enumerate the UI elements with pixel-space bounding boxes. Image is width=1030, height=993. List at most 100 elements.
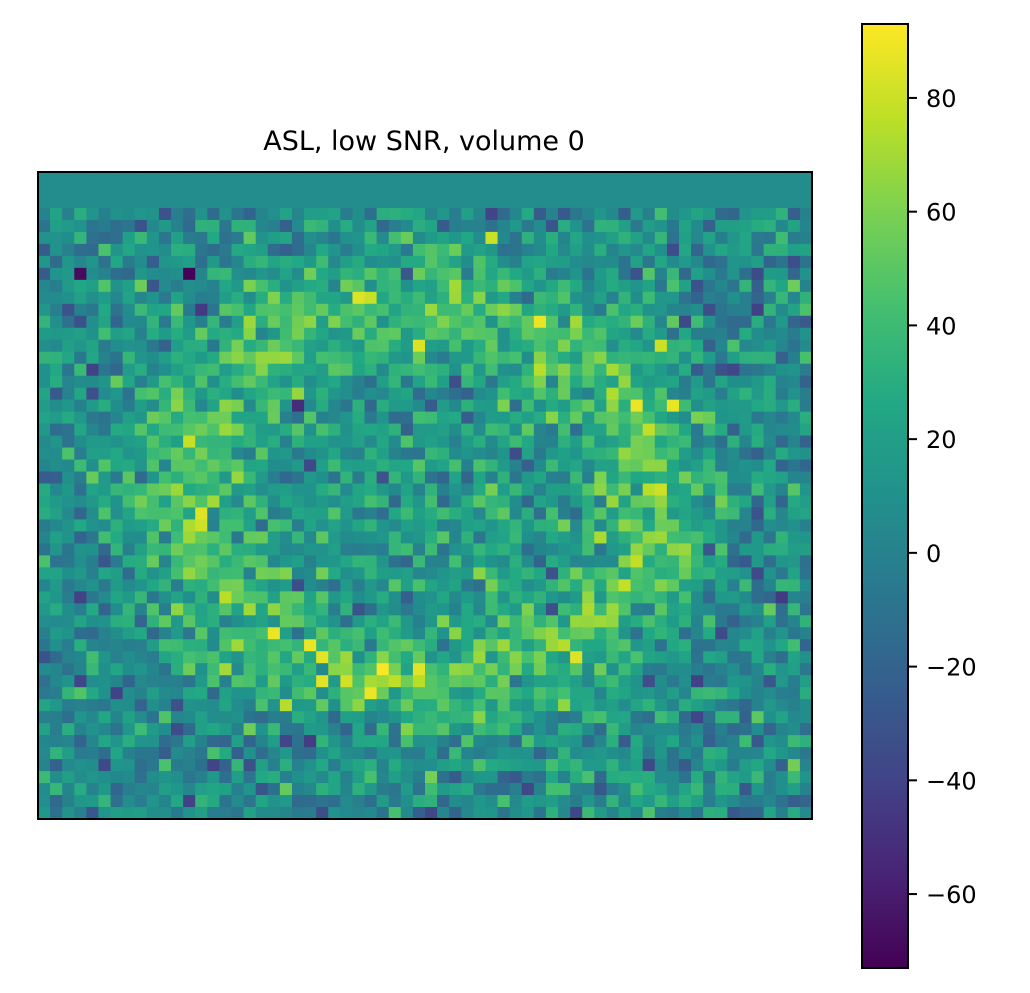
heatmap-cell — [304, 543, 317, 557]
heatmap-cell — [316, 315, 329, 329]
heatmap-cell — [449, 579, 462, 592]
heatmap-cell — [219, 231, 233, 245]
heatmap-cell — [340, 639, 354, 652]
heatmap-cell — [171, 615, 184, 628]
heatmap-cell — [691, 543, 704, 557]
heatmap-cell — [558, 399, 571, 413]
heatmap-cell — [364, 735, 378, 748]
heatmap-cell — [691, 363, 704, 377]
heatmap-cell — [219, 483, 233, 497]
heatmap-cell — [425, 423, 438, 437]
heatmap-cell — [158, 519, 172, 533]
heatmap-cell — [219, 579, 233, 592]
heatmap-cell — [291, 339, 305, 353]
heatmap-cell — [558, 267, 571, 281]
heatmap-cell — [74, 567, 87, 580]
heatmap-cell — [533, 507, 547, 521]
heatmap-cell — [122, 543, 136, 557]
heatmap-cell — [691, 279, 704, 293]
heatmap-cell — [582, 231, 595, 245]
heatmap-cell — [207, 567, 220, 580]
heatmap-cell — [183, 207, 196, 221]
heatmap-cell — [364, 615, 378, 628]
heatmap-cell — [400, 771, 414, 784]
heatmap-cell — [304, 639, 317, 652]
heatmap-cell — [425, 375, 438, 389]
heatmap-cell — [352, 195, 366, 209]
heatmap-cell — [751, 399, 765, 413]
heatmap-cell — [328, 231, 341, 245]
heatmap-cell — [473, 807, 487, 820]
heatmap-cell — [50, 471, 63, 485]
heatmap-cell — [545, 387, 559, 401]
heatmap-cell — [158, 315, 172, 329]
heatmap-cell — [558, 255, 571, 269]
heatmap-cell — [570, 531, 583, 545]
heatmap-cell — [267, 195, 281, 209]
heatmap-cell — [412, 183, 426, 197]
heatmap-cell — [340, 327, 354, 341]
heatmap-cell — [739, 555, 753, 568]
heatmap-cell — [545, 339, 559, 353]
heatmap-cell — [50, 363, 63, 377]
heatmap-cell — [425, 231, 438, 245]
heatmap-cell — [110, 591, 124, 604]
heatmap-cell — [110, 699, 124, 712]
heatmap-cell — [122, 507, 136, 521]
heatmap-cell — [122, 219, 136, 233]
heatmap-cell — [594, 375, 607, 389]
heatmap-cell — [74, 339, 87, 353]
heatmap-cell — [171, 483, 184, 497]
heatmap-cell — [328, 795, 341, 808]
heatmap-cell — [304, 459, 317, 473]
heatmap-cell — [38, 423, 51, 437]
heatmap-cell — [122, 195, 136, 209]
heatmap-cell — [449, 195, 462, 209]
heatmap-cell — [606, 219, 620, 233]
heatmap-cell — [449, 759, 462, 772]
heatmap-cell — [146, 231, 160, 245]
heatmap-cell — [485, 639, 499, 652]
heatmap-cell — [340, 543, 354, 557]
heatmap-cell — [751, 783, 765, 796]
heatmap-cell — [715, 591, 728, 604]
heatmap-cell — [62, 195, 75, 209]
heatmap-cell — [437, 279, 450, 293]
heatmap-cell — [533, 231, 547, 245]
heatmap-cell — [400, 255, 414, 269]
heatmap-cell — [110, 207, 124, 221]
heatmap-cell — [412, 231, 426, 245]
heatmap-cell — [763, 795, 777, 808]
heatmap-cell — [183, 447, 196, 461]
heatmap-cell — [146, 195, 160, 209]
heatmap-cell — [606, 699, 620, 712]
heatmap-cell — [267, 411, 281, 425]
heatmap-cell — [799, 231, 813, 245]
heatmap-cell — [787, 747, 801, 760]
heatmap-cell — [183, 615, 196, 628]
heatmap-cell — [352, 807, 366, 820]
heatmap-cell — [134, 387, 148, 401]
heatmap-cell — [727, 459, 741, 473]
heatmap-cell — [122, 495, 136, 509]
heatmap-cell — [654, 759, 668, 772]
heatmap-cell — [352, 735, 366, 748]
heatmap-cell — [618, 543, 632, 557]
heatmap-cell — [316, 387, 329, 401]
heatmap-cell — [219, 663, 233, 676]
heatmap-cell — [243, 567, 257, 580]
heatmap-cell — [594, 243, 607, 257]
heatmap-cell — [606, 543, 620, 557]
heatmap-cell — [110, 291, 124, 305]
heatmap-cell — [582, 531, 595, 545]
heatmap-cell — [437, 327, 450, 341]
heatmap-cell — [642, 172, 656, 185]
heatmap-cell — [678, 471, 692, 485]
heatmap-cell — [678, 747, 692, 760]
heatmap-cell — [521, 651, 535, 664]
heatmap-cell — [267, 555, 281, 568]
heatmap-cell — [267, 615, 281, 628]
heatmap-cell — [98, 243, 112, 257]
heatmap-cell — [461, 735, 474, 748]
heatmap-cell — [727, 291, 741, 305]
